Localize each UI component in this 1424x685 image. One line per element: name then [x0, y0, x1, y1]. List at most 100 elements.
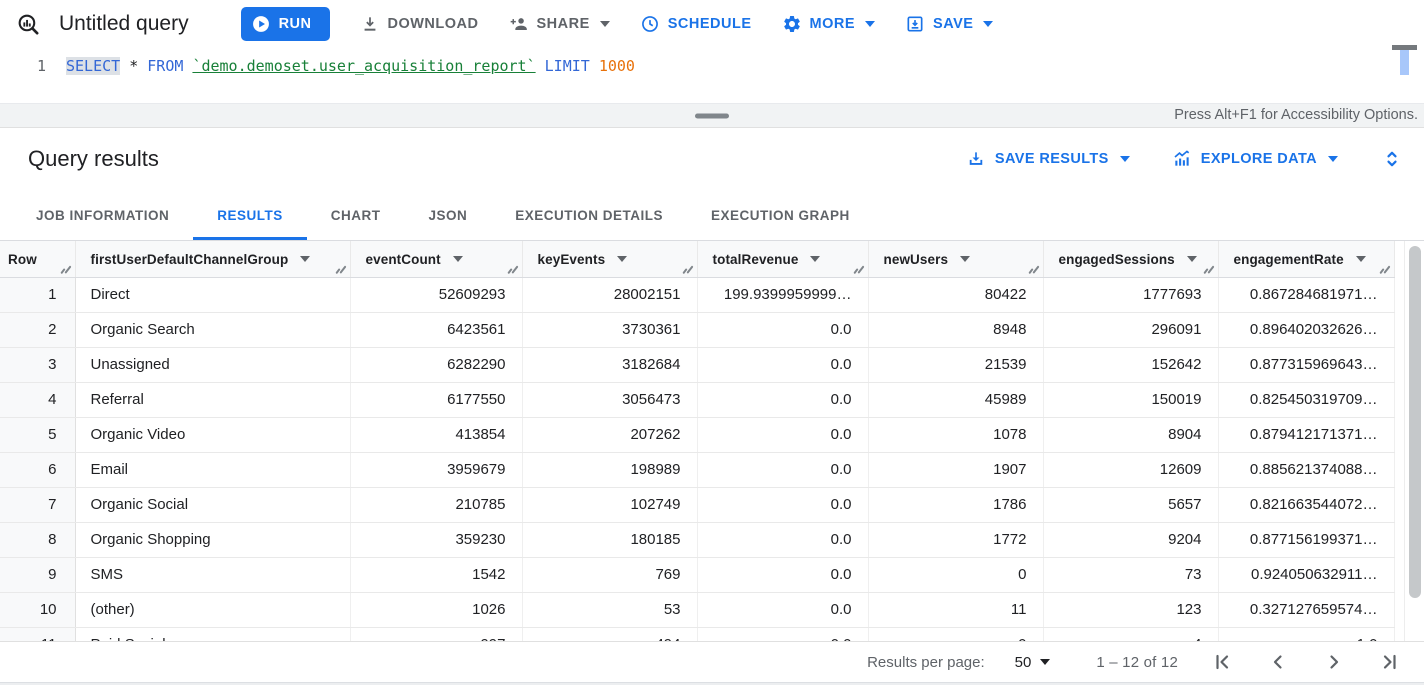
- cell-firstUserDefaultChannelGroup: Direct: [75, 277, 351, 313]
- sql-code-line[interactable]: SELECT * FROM `demo.demoset.user_acquisi…: [66, 55, 635, 77]
- play-icon: [251, 14, 271, 34]
- schedule-button[interactable]: SCHEDULE: [640, 14, 752, 34]
- pagination-footer: Results per page: 50 1 – 12 of 12: [0, 641, 1424, 682]
- row-number: 4: [0, 382, 76, 418]
- tab-job-information[interactable]: JOB INFORMATION: [36, 207, 170, 223]
- download-button[interactable]: DOWNLOAD: [360, 14, 479, 34]
- column-header-engagementRate[interactable]: engagementRate: [1218, 241, 1395, 278]
- row-number: 3: [0, 347, 76, 383]
- explore-data-button[interactable]: EXPLORE DATA: [1172, 149, 1338, 169]
- cell-keyEvents: 28002151: [522, 277, 698, 313]
- cell-eventCount: 3959679: [350, 452, 523, 488]
- column-header-eventCount[interactable]: eventCount: [350, 241, 523, 278]
- cell-eventCount: 210785: [350, 487, 523, 523]
- cell-engagementRate: 0.877315969643…: [1218, 347, 1395, 383]
- cell-firstUserDefaultChannelGroup: Organic Video: [75, 417, 351, 453]
- cell-firstUserDefaultChannelGroup: Unassigned: [75, 347, 351, 383]
- cell-engagementRate: 0.867284681971…: [1218, 277, 1395, 313]
- table-scrollbar-thumb[interactable]: [1409, 246, 1421, 598]
- page-size-select[interactable]: 50: [1015, 654, 1051, 671]
- table-scrollbar-track[interactable]: [1404, 241, 1424, 641]
- column-resize-handle[interactable]: [333, 263, 346, 275]
- column-resize-handle[interactable]: [1377, 263, 1390, 275]
- editor-scrollbar-thumb[interactable]: [1400, 50, 1409, 75]
- column-resize-handle[interactable]: [1026, 263, 1039, 275]
- cell-engagedSessions: 123: [1043, 592, 1219, 628]
- sql-token: `demo.demoset.user_acquisition_report`: [192, 57, 536, 75]
- column-resize-handle[interactable]: [1201, 263, 1214, 275]
- column-resize-handle[interactable]: [505, 263, 518, 275]
- column-resize-handle[interactable]: [680, 263, 693, 275]
- column-menu-caret-icon[interactable]: [810, 255, 821, 262]
- cell-engagedSessions: 152642: [1043, 347, 1219, 383]
- cell-totalRevenue: 0.0: [697, 487, 869, 523]
- save-results-button[interactable]: SAVE RESULTS: [966, 149, 1130, 169]
- table-row: 11Paid Social9974940.0041.0: [0, 627, 1395, 641]
- next-page-icon[interactable]: [1322, 650, 1346, 674]
- cell-eventCount: 1542: [350, 557, 523, 593]
- cell-newUsers: 1772: [868, 522, 1044, 558]
- share-button[interactable]: SHARE: [509, 14, 610, 34]
- column-menu-caret-icon[interactable]: [300, 255, 311, 262]
- column-header-engagedSessions[interactable]: engagedSessions: [1043, 241, 1219, 278]
- run-button[interactable]: RUN: [240, 7, 330, 41]
- sql-token: LIMIT: [544, 57, 590, 75]
- cell-totalRevenue: 0.0: [697, 312, 869, 348]
- tab-json[interactable]: JSON: [428, 207, 468, 223]
- more-button[interactable]: MORE: [782, 14, 876, 34]
- save-button-label: SAVE: [933, 16, 974, 32]
- download-icon: [360, 14, 380, 34]
- tabs-bar: JOB INFORMATION RESULTS CHART JSON EXECUTION…: [0, 190, 1424, 241]
- prev-page-icon[interactable]: [1266, 650, 1290, 674]
- tab-execution-details[interactable]: EXECUTION DETAILS: [515, 207, 664, 223]
- column-header-keyEvents[interactable]: keyEvents: [522, 241, 698, 278]
- row-number: 2: [0, 312, 76, 348]
- column-header-totalRevenue[interactable]: totalRevenue: [697, 241, 869, 278]
- column-menu-caret-icon[interactable]: [452, 255, 463, 262]
- cell-totalRevenue: 0.0: [697, 382, 869, 418]
- explore-data-label: EXPLORE DATA: [1200, 151, 1317, 167]
- cell-totalRevenue: 0.0: [697, 557, 869, 593]
- cell-engagementRate: 0.877156199371…: [1218, 522, 1395, 558]
- last-page-icon[interactable]: [1378, 650, 1402, 674]
- tab-execution-graph[interactable]: EXECUTION GRAPH: [711, 207, 850, 223]
- cell-firstUserDefaultChannelGroup: Organic Shopping: [75, 522, 351, 558]
- chevron-down-icon: [1328, 156, 1338, 162]
- cell-newUsers: 0: [868, 557, 1044, 593]
- cell-engagedSessions: 8904: [1043, 417, 1219, 453]
- first-page-icon[interactable]: [1210, 650, 1234, 674]
- splitter-drag-handle[interactable]: [695, 113, 729, 118]
- table-header-row: Row firstUserDefaultChannelGroup eventCoun…: [0, 241, 1395, 278]
- column-menu-caret-icon[interactable]: [960, 255, 971, 262]
- row-number: 1: [0, 277, 76, 313]
- save-button[interactable]: SAVE: [905, 14, 994, 34]
- column-header-Row[interactable]: Row: [0, 241, 76, 278]
- window-bottom-strip: [0, 682, 1424, 685]
- column-menu-caret-icon[interactable]: [1355, 255, 1366, 262]
- sql-editor[interactable]: 1 SELECT * FROM `demo.demoset.user_acqui…: [0, 45, 1424, 103]
- cell-eventCount: 413854: [350, 417, 523, 453]
- cell-newUsers: 8948: [868, 312, 1044, 348]
- cell-engagementRate: 0.924050632911…: [1218, 557, 1395, 593]
- column-menu-caret-icon[interactable]: [1186, 255, 1197, 262]
- run-button-label: RUN: [278, 16, 312, 32]
- column-menu-caret-icon[interactable]: [617, 255, 628, 262]
- collapse-panel-icon[interactable]: [1380, 147, 1404, 171]
- cell-keyEvents: 53: [522, 592, 698, 628]
- column-header-firstUserDefaultChannelGroup[interactable]: firstUserDefaultChannelGroup: [75, 241, 351, 278]
- cell-engagementRate: 0.879412171371…: [1218, 417, 1395, 453]
- table-body: 1 Direct 52609293 28002151 199.9399959999… 80…: [0, 277, 1395, 641]
- cell-eventCount: 52609293: [350, 277, 523, 313]
- cell-engagementRate: 0.327127659574…: [1218, 592, 1395, 628]
- tab-chart[interactable]: CHART: [330, 207, 381, 223]
- column-resize-handle[interactable]: [58, 263, 71, 275]
- table-row: 8 Organic Shopping 359230 180185 0.0 1772 9204…: [0, 522, 1395, 558]
- cell-eventCount: 359230: [350, 522, 523, 558]
- column-header-newUsers[interactable]: newUsers: [868, 241, 1044, 278]
- save-icon: [905, 14, 925, 34]
- tab-results[interactable]: RESULTS: [193, 190, 307, 240]
- cell-keyEvents: 198989: [522, 452, 698, 488]
- table-row: 2 Organic Search 6423561 3730361 0.0 8948 2960…: [0, 312, 1395, 348]
- column-resize-handle[interactable]: [851, 263, 864, 275]
